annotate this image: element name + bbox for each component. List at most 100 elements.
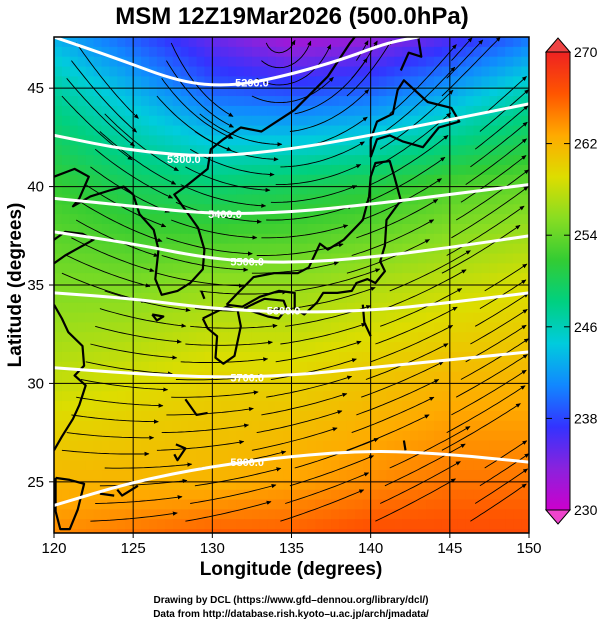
temperature-cell: [505, 194, 514, 205]
temperature-cell: [441, 145, 451, 156]
temperature-cell: [77, 519, 87, 530]
temperature-cell: [307, 381, 316, 392]
temperature-cell: [85, 86, 95, 97]
temperature-cell: [109, 332, 118, 343]
streamline: [61, 95, 133, 161]
temperature-cell: [228, 243, 237, 255]
temperature-cell: [259, 351, 269, 363]
temperature-cell: [220, 361, 229, 373]
temperature-cell: [323, 410, 332, 422]
temperature-cell: [109, 194, 118, 205]
temperature-cell: [101, 223, 111, 235]
temperature-cell: [473, 470, 483, 481]
temperature-cell: [307, 499, 316, 510]
temperature-cell: [323, 479, 332, 491]
temperature-cell: [378, 450, 388, 461]
temperature-cell: [457, 361, 467, 373]
temperature-cell: [164, 410, 174, 422]
temperature-cell: [354, 243, 364, 255]
temperature-cell: [101, 391, 111, 402]
temperature-cell: [362, 96, 372, 107]
temperature-cell: [267, 499, 277, 510]
temperature-cell: [172, 401, 182, 412]
temperature-cell: [497, 164, 506, 176]
temperature-cell: [426, 332, 435, 343]
temperature-cell: [212, 479, 221, 491]
temperature-cell: [101, 37, 111, 48]
temperature-cell: [251, 440, 261, 451]
temperature-cell: [489, 499, 498, 510]
temperature-cell: [204, 529, 213, 533]
temperature-cell: [251, 164, 261, 176]
temperature-cell: [346, 342, 356, 353]
temperature-cell: [109, 479, 118, 491]
temperature-cell: [449, 145, 459, 156]
temperature-cell: [331, 509, 340, 520]
temperature-cell: [93, 223, 103, 235]
streamline: [156, 272, 244, 288]
temperature-cell: [141, 410, 150, 422]
temperature-cell: [275, 292, 285, 304]
temperature-cell: [164, 430, 174, 442]
temperature-cell: [339, 155, 348, 166]
temperature-cell: [457, 145, 467, 156]
temperature-cell: [441, 263, 451, 274]
temperature-cell: [449, 391, 459, 402]
temperature-cell: [275, 322, 285, 333]
temperature-cell: [283, 233, 293, 245]
temperature-cell: [117, 37, 126, 48]
temperature-cell: [331, 125, 340, 137]
temperature-cell: [323, 470, 332, 481]
temperature-cell: [212, 450, 221, 461]
temperature-cell: [434, 519, 443, 530]
temperature-cell: [434, 529, 443, 533]
temperature-cell: [236, 253, 245, 264]
temperature-cell: [434, 450, 443, 461]
temperature-cell: [489, 351, 498, 363]
temperature-cell: [188, 46, 198, 58]
temperature-cell: [513, 115, 522, 127]
temperature-cell: [188, 243, 198, 255]
temperature-cell: [125, 529, 134, 533]
temperature-cell: [220, 479, 229, 491]
temperature-cell: [339, 283, 348, 294]
temperature-cell: [418, 460, 427, 471]
temperature-cell: [513, 312, 522, 323]
temperature-cell: [370, 342, 380, 353]
temperature-cell: [188, 56, 198, 68]
temperature-cell: [220, 96, 229, 107]
temperature-cell: [473, 489, 483, 501]
temperature-cell: [228, 312, 237, 323]
temperature-cell: [394, 410, 403, 422]
temperature-cell: [346, 184, 356, 196]
temperature-cell: [141, 460, 150, 471]
temperature-cell: [505, 371, 514, 383]
temperature-cell: [61, 283, 71, 294]
temperature-cell: [196, 145, 206, 156]
temperature-cell: [77, 214, 87, 225]
temperature-cell: [402, 96, 411, 107]
temperature-cell: [513, 460, 522, 471]
temperature-cell: [513, 391, 522, 402]
temperature-cell: [236, 519, 245, 530]
temperature-cell: [331, 283, 340, 294]
streamline: [104, 462, 193, 469]
temperature-cell: [362, 174, 372, 186]
temperature-cell: [251, 243, 261, 255]
temperature-cell: [449, 292, 459, 304]
temperature-cell: [275, 381, 285, 392]
temperature-cell: [141, 243, 150, 255]
temperature-cell: [521, 410, 529, 422]
temperature-cell: [212, 86, 221, 97]
temperature-cell: [418, 519, 427, 530]
temperature-cell: [410, 489, 419, 501]
temperature-cell: [172, 37, 182, 48]
temperature-cell: [69, 342, 79, 353]
streamline: [384, 269, 467, 310]
temperature-cell: [457, 509, 467, 520]
temperature-cell: [188, 223, 198, 235]
temperature-cell: [418, 499, 427, 510]
temperature-cell: [346, 312, 356, 323]
temperature-cell: [291, 499, 301, 510]
temperature-cell: [346, 125, 356, 137]
